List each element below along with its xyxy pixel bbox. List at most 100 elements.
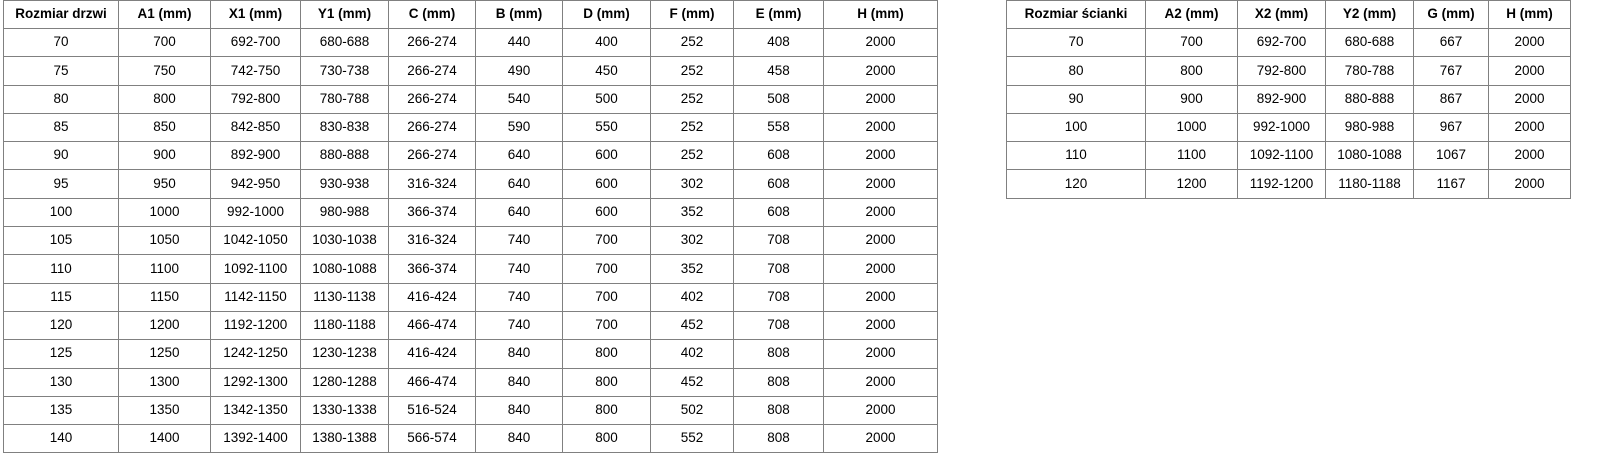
wall-cell-r2-c3: 880-888 — [1325, 84, 1414, 114]
door-column-header-3: Y1 (mm) — [300, 0, 389, 29]
door-cell-r2-c7: 252 — [650, 84, 734, 114]
door-cell-r7-c3: 1030-1038 — [300, 226, 389, 256]
door-cell-r13-c0: 135 — [3, 395, 119, 426]
door-cell-r8-c7: 352 — [650, 254, 734, 284]
table-row: 75 750 742-750 730-738 266-274 490 450 252 458 20… — [3, 56, 938, 86]
table-row: 95 950 942-950 930-938 316-324 640 600 302 608 20… — [3, 169, 938, 199]
wall-column-header-3: Y2 (mm) — [1325, 0, 1414, 29]
table-row: 140 1400 1392-1400 1380-1388 566-574 840 800 55… — [3, 424, 938, 454]
door-cell-r12-c3: 1280-1288 — [300, 367, 389, 397]
door-cell-r3-c4: 266-274 — [388, 112, 476, 143]
door-cell-r2-c4: 266-274 — [388, 84, 476, 114]
door-cell-r12-c0: 130 — [3, 367, 119, 397]
door-cell-r12-c8: 808 — [733, 367, 824, 397]
table-row: 125 1250 1242-1250 1230-1238 416-424 840 800 40… — [3, 339, 938, 369]
door-cell-r12-c7: 452 — [650, 367, 734, 397]
door-cell-r11-c9: 2000 — [823, 339, 938, 369]
door-cell-r2-c3: 780-788 — [300, 84, 389, 114]
table-row: 85 850 842-850 830-838 266-274 590 550 252 558 20… — [3, 112, 938, 143]
table-row: 105 1050 1042-1050 1030-1038 316-324 740 700 30… — [3, 226, 938, 256]
door-cell-r7-c8: 708 — [733, 226, 824, 256]
door-cell-r11-c2: 1242-1250 — [210, 339, 301, 369]
door-cell-r11-c1: 1250 — [118, 339, 211, 369]
wall-table-head: Rozmiar ścianki A2 (mm) X2 (mm) Y2 (mm) G (m… — [1006, 0, 1571, 29]
door-cell-r1-c2: 742-750 — [210, 56, 301, 86]
door-column-header-8: E (mm) — [733, 0, 824, 29]
door-table-container: Rozmiar drzwi A1 (mm) X1 (mm) Y1 (mm) C (mm)… — [3, 0, 938, 454]
door-cell-r14-c8: 808 — [733, 424, 824, 454]
door-cell-r7-c1: 1050 — [118, 226, 211, 256]
wall-cell-r3-c5: 2000 — [1488, 112, 1571, 143]
door-cell-r14-c0: 140 — [3, 424, 119, 454]
door-cell-r9-c9: 2000 — [823, 282, 938, 312]
door-cell-r0-c0: 70 — [3, 27, 119, 58]
door-cell-r4-c6: 600 — [562, 141, 651, 171]
door-cell-r7-c6: 700 — [562, 226, 651, 256]
wall-column-header-2: X2 (mm) — [1237, 0, 1326, 29]
door-cell-r3-c3: 830-838 — [300, 112, 389, 143]
door-cell-r4-c2: 892-900 — [210, 141, 301, 171]
door-cell-r1-c8: 458 — [733, 56, 824, 86]
wall-cell-r2-c2: 892-900 — [1237, 84, 1326, 114]
wall-cell-r1-c5: 2000 — [1488, 56, 1571, 86]
door-cell-r13-c8: 808 — [733, 395, 824, 426]
wall-cell-r5-c2: 1192-1200 — [1237, 169, 1326, 199]
door-cell-r2-c6: 500 — [562, 84, 651, 114]
door-cell-r7-c0: 105 — [3, 226, 119, 256]
wall-cell-r5-c5: 2000 — [1488, 169, 1571, 199]
door-cell-r5-c4: 316-324 — [388, 169, 476, 199]
wall-cell-r4-c2: 1092-1100 — [1237, 141, 1326, 171]
wall-column-header-0: Rozmiar ścianki — [1006, 0, 1146, 29]
wall-cell-r3-c3: 980-988 — [1325, 112, 1414, 143]
door-cell-r11-c5: 840 — [475, 339, 563, 369]
door-cell-r8-c3: 1080-1088 — [300, 254, 389, 284]
door-cell-r3-c2: 842-850 — [210, 112, 301, 143]
door-cell-r9-c7: 402 — [650, 282, 734, 312]
door-cell-r1-c5: 490 — [475, 56, 563, 86]
door-cell-r0-c6: 400 — [562, 27, 651, 58]
door-cell-r10-c0: 120 — [3, 310, 119, 341]
door-cell-r11-c3: 1230-1238 — [300, 339, 389, 369]
door-cell-r7-c2: 1042-1050 — [210, 226, 301, 256]
table-row: 90 900 892-900 880-888 266-274 640 600 252 608 20… — [3, 141, 938, 171]
door-cell-r5-c0: 95 — [3, 169, 119, 199]
door-cell-r4-c1: 900 — [118, 141, 211, 171]
door-cell-r1-c1: 750 — [118, 56, 211, 86]
table-row: 100 1000 992-1000 980-988 366-374 640 600 352 60… — [3, 197, 938, 228]
door-cell-r14-c3: 1380-1388 — [300, 424, 389, 454]
door-cell-r2-c5: 540 — [475, 84, 563, 114]
door-cell-r5-c5: 640 — [475, 169, 563, 199]
wall-table-header-row: Rozmiar ścianki A2 (mm) X2 (mm) Y2 (mm) G (m… — [1006, 0, 1571, 29]
door-cell-r12-c1: 1300 — [118, 367, 211, 397]
door-cell-r7-c7: 302 — [650, 226, 734, 256]
table-row: 70 700 692-700 680-688 667 2000 — [1006, 27, 1571, 58]
door-cell-r1-c0: 75 — [3, 56, 119, 86]
door-column-header-0: Rozmiar drzwi — [3, 0, 119, 29]
wall-cell-r5-c4: 1167 — [1413, 169, 1489, 199]
wall-cell-r3-c0: 100 — [1006, 112, 1146, 143]
door-table-header-row: Rozmiar drzwi A1 (mm) X1 (mm) Y1 (mm) C (mm)… — [3, 0, 938, 29]
door-column-header-6: D (mm) — [562, 0, 651, 29]
table-row: 120 1200 1192-1200 1180-1188 1167 2000 — [1006, 169, 1571, 199]
door-cell-r3-c7: 252 — [650, 112, 734, 143]
door-cell-r10-c3: 1180-1188 — [300, 310, 389, 341]
table-row: 110 1100 1092-1100 1080-1088 1067 2000 — [1006, 141, 1571, 171]
door-cell-r5-c7: 302 — [650, 169, 734, 199]
table-row: 120 1200 1192-1200 1180-1188 466-474 740 700 45… — [3, 310, 938, 341]
door-cell-r12-c4: 466-474 — [388, 367, 476, 397]
table-row: 130 1300 1292-1300 1280-1288 466-474 840 800 45… — [3, 367, 938, 397]
door-cell-r8-c2: 1092-1100 — [210, 254, 301, 284]
wall-cell-r3-c4: 967 — [1413, 112, 1489, 143]
wall-panel-size-specification-table: Rozmiar ścianki A2 (mm) X2 (mm) Y2 (mm) G (m… — [1006, 0, 1571, 199]
door-cell-r9-c4: 416-424 — [388, 282, 476, 312]
door-column-header-5: B (mm) — [475, 0, 563, 29]
door-cell-r14-c2: 1392-1400 — [210, 424, 301, 454]
door-cell-r9-c5: 740 — [475, 282, 563, 312]
door-cell-r9-c8: 708 — [733, 282, 824, 312]
wall-cell-r4-c3: 1080-1088 — [1325, 141, 1414, 171]
door-cell-r12-c6: 800 — [562, 367, 651, 397]
wall-column-header-1: A2 (mm) — [1145, 0, 1238, 29]
door-cell-r13-c6: 800 — [562, 395, 651, 426]
door-cell-r8-c1: 1100 — [118, 254, 211, 284]
wall-cell-r2-c0: 90 — [1006, 84, 1146, 114]
